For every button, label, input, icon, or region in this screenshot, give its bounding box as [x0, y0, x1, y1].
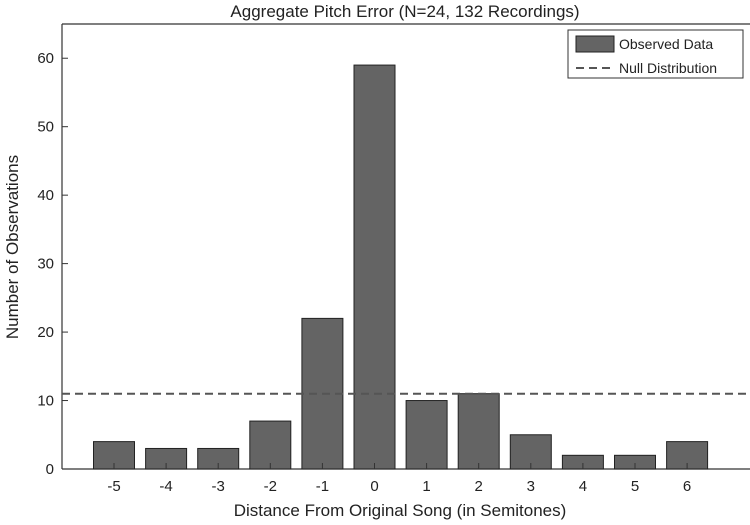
x-tick-label: -2 — [264, 478, 277, 495]
legend: Observed Data Null Distribution — [567, 29, 744, 79]
y-tick-label: 30 — [37, 256, 54, 273]
y-tick-label: 60 — [37, 50, 54, 67]
y-tick-label: 20 — [37, 324, 54, 341]
bar — [353, 64, 396, 470]
x-tick-label: 3 — [527, 478, 535, 495]
legend-bar-swatch — [575, 35, 615, 53]
x-ticks: -5 -4 -3 -2 -1 0 1 2 3 4 5 6 — [107, 463, 691, 495]
bar — [249, 420, 292, 470]
x-tick-label: 2 — [475, 478, 483, 495]
x-tick-label: 1 — [422, 478, 430, 495]
x-tick-label: -5 — [107, 478, 120, 495]
chart-title: Aggregate Pitch Error (N=24, 132 Recordi… — [230, 2, 579, 21]
x-tick-label: -4 — [159, 478, 172, 495]
y-tick-label: 10 — [37, 393, 54, 410]
y-tick-label: 40 — [37, 187, 54, 204]
y-tick-label: 50 — [37, 119, 54, 136]
x-tick-label: 0 — [370, 478, 378, 495]
x-tick-label: 6 — [683, 478, 691, 495]
x-tick-label: 4 — [579, 478, 587, 495]
y-ticks: 0 10 20 30 40 50 60 — [37, 50, 68, 478]
x-tick-label: -3 — [212, 478, 225, 495]
legend-observed-label: Observed Data — [619, 36, 713, 52]
bar — [405, 400, 448, 470]
x-axis-label: Distance From Original Song (in Semitone… — [234, 501, 567, 520]
y-axis-label: Number of Observations — [3, 155, 22, 339]
x-tick-label: 5 — [631, 478, 639, 495]
plot-area: 0 10 20 30 40 50 60 -5 -4 -3 -2 -1 0 1 2 3 4 5 6 — [37, 23, 750, 495]
legend-null-label: Null Distribution — [619, 60, 717, 76]
x-tick-label: -1 — [316, 478, 329, 495]
bar — [457, 393, 500, 470]
y-tick-label: 0 — [46, 461, 54, 478]
bars — [93, 64, 709, 470]
